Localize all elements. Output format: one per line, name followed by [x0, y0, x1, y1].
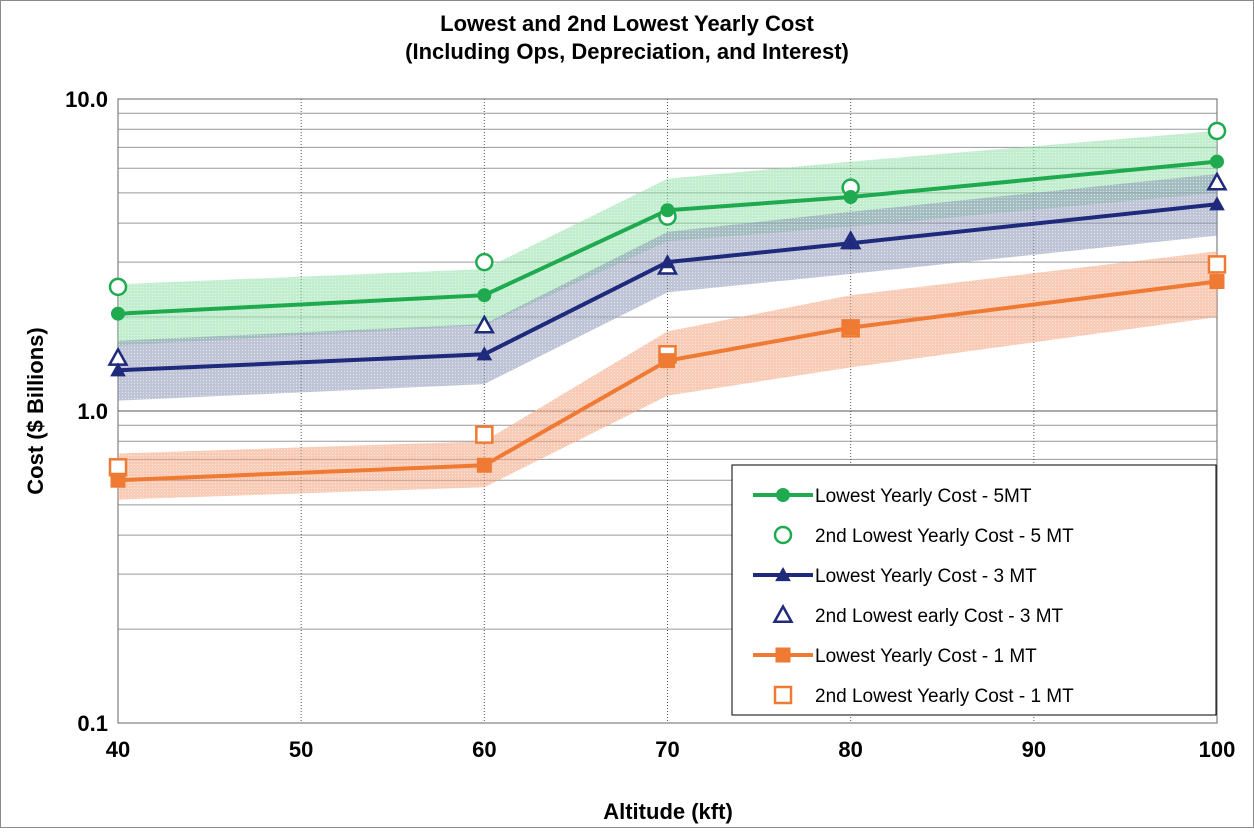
y-tick-label: 0.1 [77, 711, 108, 736]
legend-marker-4 [772, 603, 794, 624]
series-5-point [110, 472, 126, 488]
x-tick-label: 100 [1199, 737, 1236, 762]
legend-label-2: 2nd Lowest Yearly Cost - 5 MT [815, 526, 1074, 547]
series-1-point [660, 203, 675, 218]
series-5-point [843, 320, 859, 336]
series-3-point [842, 235, 859, 250]
legend-label-1: Lowest Yearly Cost - 5MT [815, 486, 1032, 507]
series-lines [107, 121, 1228, 488]
uncertainty-band-texture-3 [118, 251, 1217, 500]
legend-label-6: 2nd Lowest Yearly Cost - 1 MT [815, 686, 1074, 707]
plot-area-border [117, 98, 1218, 724]
chart-subtitle: (Including Ops, Depreciation, and Intere… [405, 39, 849, 64]
x-tick-label: 90 [1022, 737, 1046, 762]
legend-marker-1 [776, 488, 790, 502]
legend-marker-6 [773, 685, 793, 705]
axis-ticks: 40 50 60 70 80 90 100 0.1 1.0 10.0 [65, 87, 1235, 762]
series-3-point [110, 362, 126, 377]
series-4-point [473, 314, 495, 334]
legend-label-3: Lowest Yearly Cost - 3 MT [815, 566, 1037, 587]
legend-marker-2 [773, 525, 793, 545]
chart-title: Lowest and 2nd Lowest Yearly Cost [440, 11, 814, 36]
series-3-point [659, 254, 676, 269]
legend-marker-3 [775, 566, 791, 582]
x-axis-label: Altitude (kft) [603, 799, 733, 824]
x-tick-label: 40 [106, 737, 130, 762]
series-1-point [1210, 154, 1224, 169]
y-tick-label: 1.0 [77, 399, 108, 424]
legend-marker-5 [775, 647, 791, 663]
legend-label-5: Lowest Yearly Cost - 1 MT [815, 646, 1037, 667]
x-tick-label: 50 [289, 737, 313, 762]
uncertainty-band-texture-2 [118, 174, 1217, 401]
series-2-point [108, 277, 128, 297]
series-1-point [477, 288, 492, 303]
series-5-point [1209, 274, 1225, 290]
series-3-point [476, 346, 493, 361]
series-2-point [1207, 121, 1227, 141]
series-5-point [476, 457, 492, 473]
confidence-bands [118, 130, 1217, 500]
x-tick-label: 70 [655, 737, 679, 762]
y-axis-label: Cost ($ Billions) [23, 327, 48, 494]
series-6-point [475, 425, 494, 444]
series-4-point [1206, 171, 1228, 191]
y-tick-label: 10.0 [65, 87, 108, 112]
series-6-point [1207, 255, 1227, 274]
series-1-point [111, 306, 125, 321]
series-2-point [475, 252, 494, 272]
x-tick-label: 60 [472, 737, 496, 762]
series-5-point [660, 353, 675, 369]
legend-label-4: 2nd Lowest early Cost - 3 MT [815, 606, 1064, 627]
x-tick-label: 80 [838, 737, 862, 762]
series-1-point [843, 190, 858, 205]
series-3-point [1209, 196, 1225, 211]
legend-box [731, 464, 1217, 716]
legend: Lowest Yearly Cost - 5MT 2nd Lowest Yearl… [731, 464, 1217, 716]
